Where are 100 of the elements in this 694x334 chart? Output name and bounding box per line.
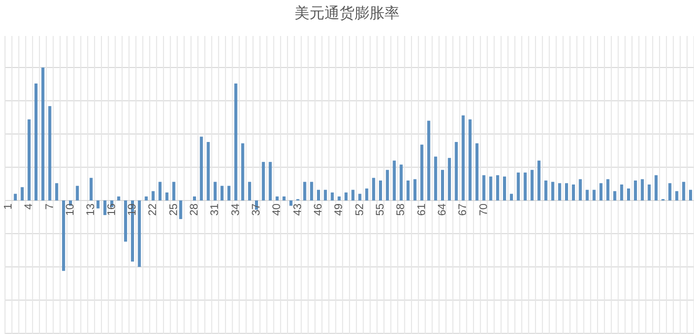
bar: [578, 179, 582, 200]
bar: [282, 196, 286, 200]
bar: [96, 200, 100, 208]
x-tick-label: 49: [333, 203, 346, 216]
bar: [55, 183, 58, 200]
x-tick-label: 55: [374, 203, 387, 216]
bar: [234, 84, 238, 200]
bar: [462, 115, 465, 200]
bar: [303, 182, 306, 200]
bar: [400, 164, 403, 200]
bar: [524, 172, 527, 200]
x-tick-label: 31: [209, 203, 222, 216]
bar: [20, 187, 24, 200]
bar: [316, 190, 320, 200]
bar: [516, 172, 520, 200]
bar: [117, 196, 120, 200]
bar: [668, 183, 672, 200]
bar: [648, 184, 651, 200]
x-tick-label: 25: [168, 203, 180, 216]
bar: [434, 156, 438, 200]
bar: [654, 175, 658, 200]
bar: [544, 180, 548, 200]
bar: [558, 183, 562, 200]
bar: [214, 182, 217, 200]
bar: [241, 143, 244, 200]
bar: [248, 182, 252, 200]
bar: [482, 175, 486, 200]
bar: [392, 160, 396, 200]
bar: [586, 190, 589, 200]
bar: [41, 68, 44, 200]
bar: [448, 158, 451, 200]
bar: [62, 200, 66, 271]
bar: [268, 162, 272, 200]
x-tick-label: 43: [292, 203, 304, 216]
bar: [537, 160, 540, 200]
bar: [206, 142, 210, 200]
bar: [200, 136, 203, 200]
bar: [592, 190, 596, 200]
bar: [572, 184, 575, 200]
bar: [420, 144, 424, 200]
bar: [172, 182, 176, 200]
bar: [406, 180, 410, 200]
bar: [627, 188, 630, 200]
bar: [530, 170, 534, 200]
bar: [386, 170, 389, 200]
bar: [144, 196, 148, 200]
bar: [475, 143, 478, 200]
bar: [599, 183, 602, 200]
bar: [606, 179, 610, 200]
bar: [262, 162, 265, 200]
x-tick-label: 19: [126, 203, 138, 216]
x-tick-label: 46: [312, 203, 324, 216]
x-tick-label: 7: [44, 203, 56, 210]
bar: [192, 196, 196, 200]
bar: [503, 176, 506, 200]
bar: [620, 184, 624, 200]
bar: [34, 84, 38, 200]
bar: [640, 179, 644, 200]
bar: [675, 191, 678, 200]
x-tick-label: 70: [478, 203, 490, 216]
x-tick-label: 10: [64, 203, 76, 216]
bar: [310, 182, 314, 200]
x-tick-label: 61: [416, 203, 428, 216]
x-tick-label: 22: [147, 203, 160, 216]
bar: [90, 178, 93, 200]
bar: [28, 119, 31, 200]
x-tick-label: 40: [271, 203, 284, 216]
x-tick-label: 1: [2, 203, 14, 210]
x-tick-label: 67: [457, 203, 470, 216]
x-tick-label: 52: [354, 203, 366, 216]
bar: [613, 191, 616, 200]
chart-title: 美元通货膨胀率: [294, 5, 400, 22]
bar: [496, 175, 500, 200]
bar: [427, 120, 430, 200]
bar: [152, 191, 155, 200]
x-tick-label: 58: [395, 203, 408, 216]
x-tick-label: 16: [106, 203, 118, 216]
bar: [227, 186, 230, 200]
bar: [48, 106, 52, 200]
bar: [276, 196, 279, 200]
bar: [351, 190, 354, 200]
bar: [324, 190, 327, 200]
bar: [124, 200, 128, 242]
bar: [454, 142, 458, 200]
bar: [76, 186, 79, 200]
x-tick-label: 28: [188, 203, 200, 216]
bar: [179, 200, 182, 220]
x-tick-label: 34: [230, 203, 242, 216]
bar: [338, 196, 341, 200]
x-tick-label: 13: [85, 203, 98, 216]
x-tick-label: 37: [250, 203, 262, 216]
bar: [289, 200, 292, 206]
bar: [330, 192, 334, 200]
bar: [378, 180, 382, 200]
bar: [565, 183, 568, 200]
bar: [372, 178, 376, 200]
bar: [14, 194, 17, 200]
bar: [365, 188, 368, 200]
bar: [413, 179, 416, 200]
bar: [551, 182, 554, 200]
